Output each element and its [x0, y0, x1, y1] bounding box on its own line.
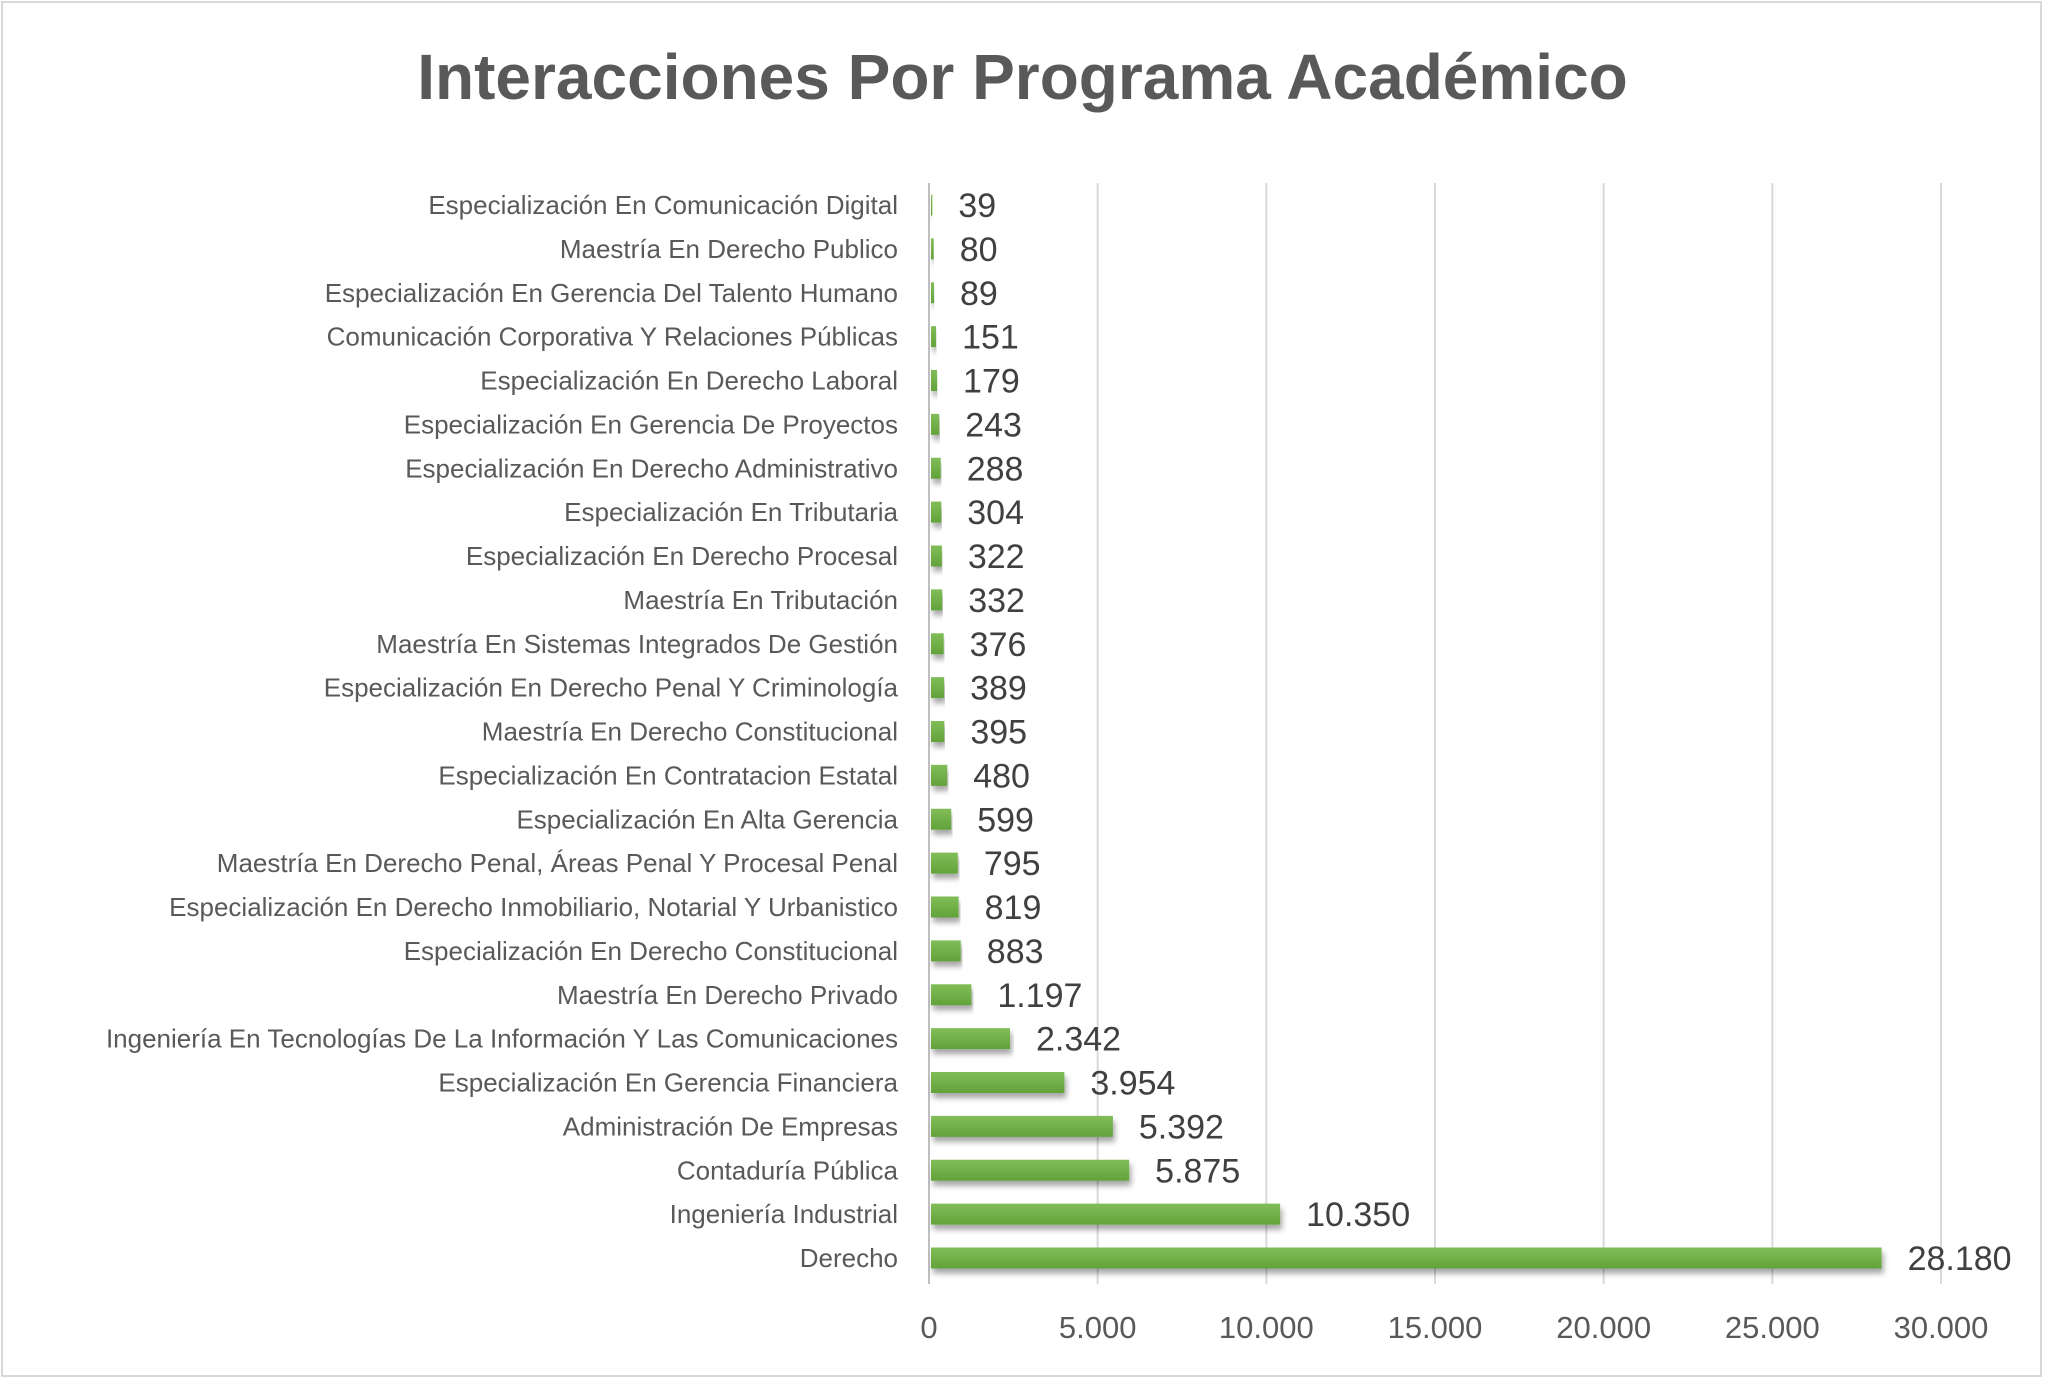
bar	[931, 764, 948, 786]
bar	[931, 721, 945, 742]
bar	[931, 808, 952, 830]
data-label: 80	[960, 231, 998, 269]
data-label: 89	[960, 275, 998, 313]
x-tick-label: 15.000	[1388, 1310, 1483, 1345]
data-label: 389	[970, 670, 1027, 708]
data-label: 39	[958, 187, 996, 225]
category-label: Especialización En Derecho Laboral	[480, 366, 898, 396]
category-label: Especialización En Derecho Penal Y Crimi…	[324, 673, 899, 703]
data-label: 10.350	[1306, 1196, 1410, 1234]
bar	[931, 282, 935, 304]
category-label: Maestría En Sistemas Integrados De Gesti…	[376, 629, 898, 659]
bar	[931, 370, 938, 391]
data-label: 376	[970, 626, 1027, 664]
data-label: 819	[985, 889, 1042, 927]
data-label: 304	[967, 494, 1024, 532]
category-label: Especialización En Derecho Inmobiliario,…	[169, 892, 898, 922]
bar	[931, 238, 934, 260]
bar	[931, 501, 942, 523]
bar	[931, 413, 940, 435]
x-tick-label: 30.000	[1894, 1310, 1989, 1345]
bar	[931, 1028, 1011, 1050]
data-label: 179	[963, 363, 1020, 401]
data-label: 5.875	[1155, 1152, 1240, 1190]
category-label: Comunicación Corporativa Y Relaciones Pú…	[327, 322, 898, 352]
data-label: 1.197	[997, 977, 1082, 1015]
data-label: 322	[968, 538, 1025, 576]
data-label: 395	[970, 714, 1027, 752]
bar	[931, 589, 943, 611]
category-label: Maestría En Derecho Penal, Áreas Penal Y…	[217, 848, 898, 878]
category-label: Especialización En Gerencia Del Talento …	[325, 278, 898, 308]
category-label: Maestría En Derecho Publico	[560, 234, 898, 264]
category-label: Especialización En Gerencia Financiera	[438, 1068, 898, 1098]
category-label: Maestría En Tributación	[623, 585, 898, 615]
bar	[931, 1115, 1113, 1137]
x-tick-label: 5.000	[1059, 1310, 1137, 1345]
bar	[931, 1247, 1882, 1269]
bar	[931, 1072, 1065, 1093]
bar	[931, 457, 941, 479]
bar	[931, 545, 942, 567]
bar	[931, 984, 972, 1006]
x-tick-label: 10.000	[1219, 1310, 1314, 1345]
data-label: 332	[968, 582, 1025, 620]
category-label: Derecho	[800, 1243, 898, 1273]
bar	[931, 194, 933, 216]
data-label: 151	[962, 319, 1019, 357]
data-label: 5.392	[1139, 1108, 1224, 1146]
data-label: 795	[984, 845, 1041, 883]
chart-title: Interacciones Por Programa Académico	[417, 41, 1628, 113]
x-tick-label: 25.000	[1725, 1310, 1820, 1345]
data-label: 28.180	[1908, 1240, 2012, 1278]
bar	[931, 852, 958, 874]
data-label: 3.954	[1090, 1065, 1175, 1103]
bar	[931, 677, 945, 699]
data-label: 243	[965, 406, 1022, 444]
category-label: Especialización En Gerencia De Proyectos	[404, 409, 898, 439]
category-label: Especialización En Derecho Constituciona…	[404, 936, 898, 966]
bar	[931, 326, 937, 348]
bar	[931, 633, 944, 655]
category-label: Administración De Empresas	[563, 1111, 898, 1141]
data-label: 883	[987, 933, 1044, 971]
category-label: Maestría En Derecho Privado	[557, 980, 898, 1010]
data-label: 599	[977, 801, 1034, 839]
category-label: Especialización En Derecho Procesal	[466, 541, 898, 571]
bar	[931, 1159, 1130, 1181]
category-label: Especialización En Derecho Administrativ…	[405, 453, 898, 483]
data-label: 480	[973, 757, 1030, 795]
x-tick-label: 20.000	[1556, 1310, 1651, 1345]
category-label: Especialización En Comunicación Digital	[428, 190, 898, 220]
category-label: Maestría En Derecho Constitucional	[482, 717, 898, 747]
bar	[931, 896, 959, 918]
category-label: Ingeniería En Tecnologías De La Informac…	[106, 1024, 898, 1054]
bar	[931, 1203, 1281, 1225]
category-label: Especialización En Contratacion Estatal	[438, 760, 898, 790]
category-label: Especialización En Alta Gerencia	[516, 804, 898, 834]
data-label: 288	[967, 450, 1024, 488]
category-label: Especialización En Tributaria	[564, 497, 898, 527]
category-label: Ingeniería Industrial	[670, 1199, 898, 1229]
bar	[931, 940, 961, 962]
x-tick-label: 0	[920, 1310, 937, 1345]
category-label: Contaduría Pública	[677, 1155, 899, 1185]
data-label: 2.342	[1036, 1021, 1121, 1059]
